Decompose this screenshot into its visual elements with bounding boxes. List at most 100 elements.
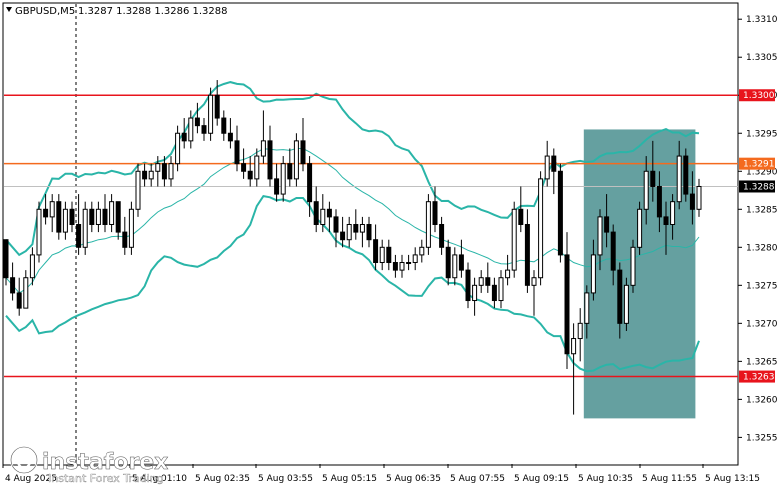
candle	[637, 201, 643, 255]
candle	[3, 239, 9, 286]
candle	[340, 216, 346, 248]
candle	[650, 140, 656, 202]
symbol-label: GBPUSD,M5	[15, 6, 75, 17]
candle	[359, 216, 365, 248]
candle	[320, 194, 326, 233]
candle	[465, 262, 471, 309]
candle	[617, 262, 623, 339]
level-tag-0	[739, 89, 775, 102]
y-tick-label: 1.3295	[746, 129, 778, 139]
x-tick-label: 5 Aug 13:15	[705, 474, 760, 484]
candle	[524, 209, 530, 293]
candle	[62, 201, 68, 240]
candle	[531, 270, 537, 316]
level-labels: 1.3300 1.3291 1.3263 1.3288	[739, 89, 775, 383]
x-tick-label: 5 Aug 03:55	[258, 474, 313, 484]
candle	[122, 216, 128, 255]
candle	[498, 270, 504, 309]
candle	[689, 171, 695, 225]
candle	[148, 163, 154, 187]
candle	[656, 171, 662, 233]
candle	[544, 140, 550, 187]
candle	[392, 254, 398, 278]
y-tick-label: 1.3305	[746, 53, 778, 63]
logo-wordmark: instaforex	[42, 450, 168, 475]
candle	[135, 163, 141, 217]
candle	[538, 171, 544, 286]
candle	[379, 239, 385, 271]
candle	[181, 118, 187, 149]
y-tick-label: 1.3310	[746, 15, 778, 25]
candle	[439, 216, 445, 255]
bollinger-bands	[5, 81, 700, 373]
candle	[227, 118, 233, 149]
candle	[115, 201, 121, 240]
y-tick-label: 1.3255	[746, 433, 778, 443]
candle	[366, 216, 372, 248]
candle	[208, 87, 214, 141]
candle	[95, 201, 101, 233]
candle	[49, 194, 55, 233]
candle	[399, 254, 405, 278]
x-tick-label: 5 Aug 06:35	[386, 474, 441, 484]
candle	[307, 156, 313, 217]
y-tick-label: 1.3270	[746, 319, 778, 329]
candle	[683, 148, 689, 202]
candle	[333, 209, 339, 248]
candle	[194, 102, 200, 134]
candle	[221, 110, 227, 141]
y-tick-label: 1.3275	[746, 281, 778, 291]
candle	[445, 239, 451, 286]
candle	[551, 148, 557, 195]
candle	[10, 262, 16, 301]
candle	[346, 216, 352, 248]
candle	[696, 178, 702, 217]
candle	[676, 140, 682, 210]
candles-layer	[3, 80, 702, 415]
candle	[43, 194, 49, 225]
candle	[280, 156, 286, 202]
candle	[610, 224, 616, 286]
level-label-0: 1.3300	[743, 91, 775, 101]
candle	[241, 148, 247, 179]
candle	[300, 118, 306, 172]
lower-band-line	[5, 194, 700, 373]
upper-band-line	[5, 81, 700, 257]
candle	[102, 194, 108, 233]
candle	[274, 163, 280, 202]
candle	[412, 247, 418, 271]
chart-header: GBPUSD,M5 1.3287 1.3288 1.3286 1.3288	[6, 6, 228, 17]
ohlc-label: 1.3287 1.3288 1.3286 1.3288	[78, 6, 228, 17]
candle	[16, 277, 22, 316]
candle	[491, 277, 497, 309]
y-tick-label: 1.3290	[746, 167, 778, 177]
candle	[313, 186, 319, 233]
x-tick-label: 5 Aug 07:55	[450, 474, 505, 484]
x-tick-label: 5 Aug 05:15	[322, 474, 377, 484]
candle	[260, 110, 266, 164]
candle	[188, 110, 194, 149]
candle	[478, 270, 484, 293]
logo-tagline: Instant Forex Trading	[48, 472, 164, 485]
candle	[82, 201, 88, 255]
candle	[326, 201, 332, 233]
time-axis: 4 Aug 2025 5 Aug 01:10 5 Aug 02:35 5 Aug 03…	[2, 464, 760, 484]
candle	[128, 201, 134, 255]
y-tick-label: 1.3265	[746, 357, 778, 367]
x-tick-label: 4 Aug 2025	[5, 474, 57, 484]
candle	[89, 201, 95, 233]
candle	[406, 254, 412, 271]
candle	[643, 156, 649, 225]
candle	[670, 194, 676, 240]
candle	[234, 125, 240, 172]
candle	[287, 148, 293, 187]
candle	[458, 239, 464, 278]
candle	[472, 277, 478, 316]
current-price-label: 1.3288	[743, 182, 775, 192]
x-tick-label: 5 Aug 01:10	[132, 474, 187, 484]
candle	[29, 247, 35, 286]
candle	[511, 201, 517, 278]
candle	[584, 285, 590, 339]
dropdown-triangle-icon[interactable]	[6, 7, 12, 12]
